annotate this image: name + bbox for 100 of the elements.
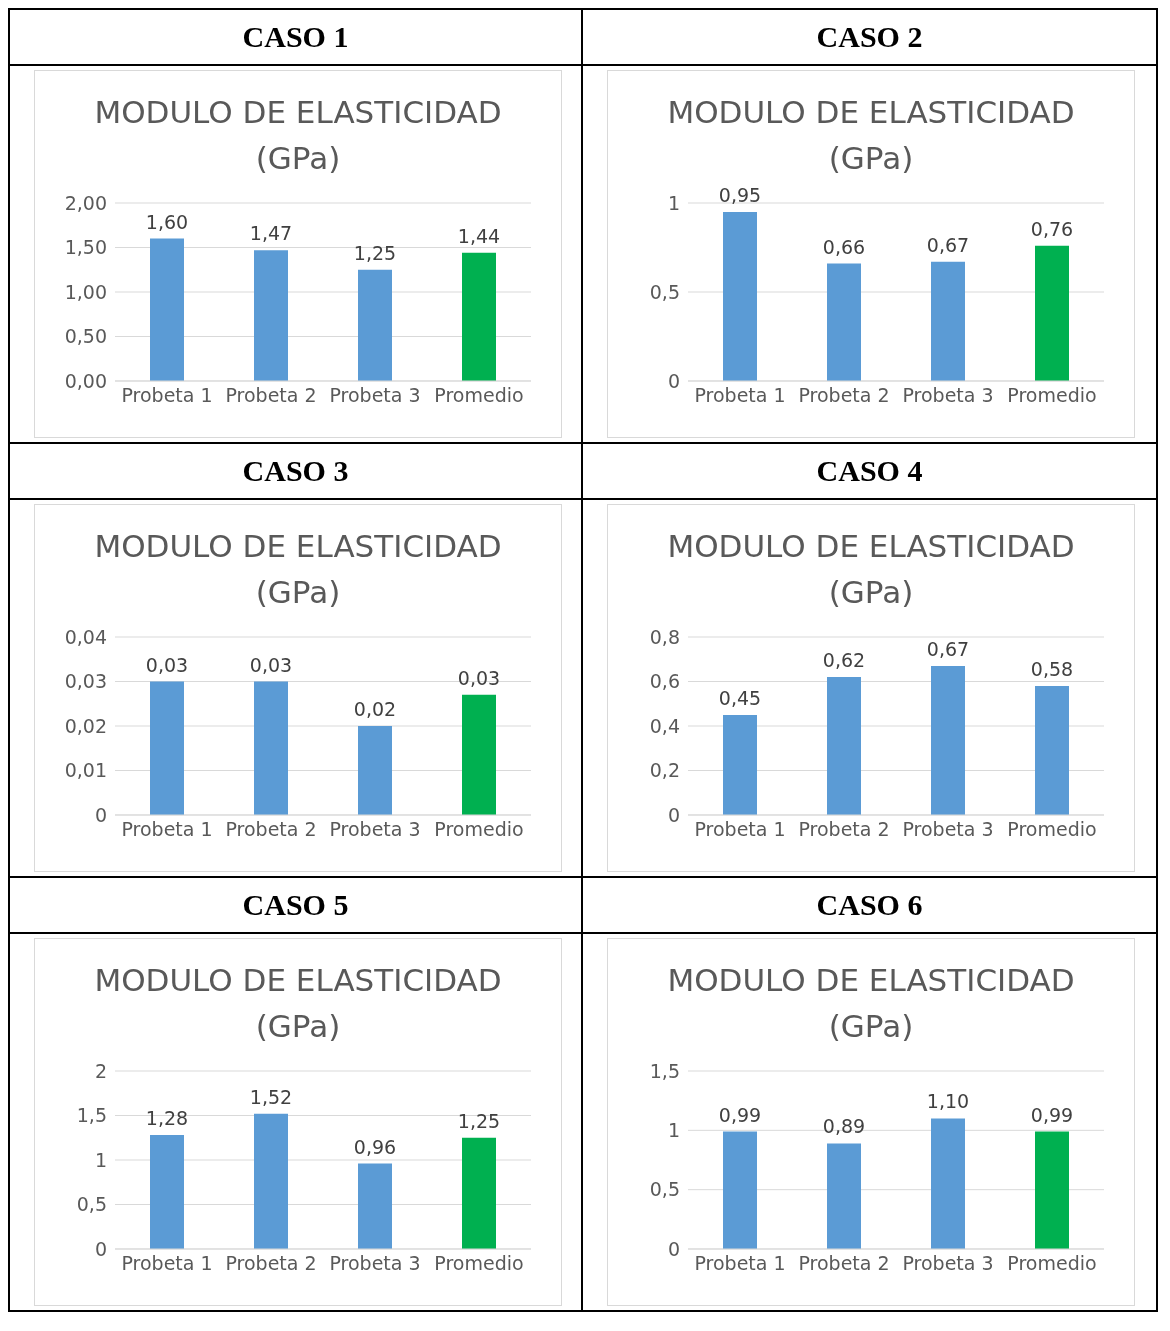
data-label: 0,67 (926, 637, 970, 660)
y-tick-label: 0 (667, 803, 680, 826)
x-tick-label: Probeta 3 (329, 818, 421, 841)
x-tick-label: Probeta 2 (798, 1252, 890, 1275)
bar (462, 1137, 496, 1249)
y-tick-label: 2 (94, 1059, 107, 1082)
y-tick-label: 0,01 (64, 759, 107, 782)
data-label: 0,95 (718, 183, 762, 206)
x-tick-label: Probeta 1 (121, 818, 213, 841)
data-label: 0,62 (822, 649, 866, 672)
chart-title: CASO 5 (10, 878, 581, 934)
data-label: 0,96 (353, 1135, 397, 1158)
bar (358, 269, 392, 381)
bar (1035, 245, 1069, 381)
data-label: 0,03 (457, 666, 501, 689)
chart-subtitle: MODULO DE ELASTICIDAD (GPa) (666, 961, 1076, 1046)
x-tick-label: Probeta 1 (694, 1252, 786, 1275)
data-label: 0,02 (353, 698, 397, 720)
bar (150, 1135, 184, 1249)
y-tick-label: 0,6 (649, 670, 680, 693)
data-label: 0,99 (718, 1103, 762, 1126)
y-tick-label: 1,50 (64, 236, 107, 259)
bar (827, 1143, 861, 1249)
x-tick-label: Promedio (1007, 384, 1097, 407)
bar (150, 681, 184, 815)
x-tick-label: Probeta 2 (798, 818, 890, 841)
y-tick-label: 0,2 (649, 759, 680, 782)
y-tick-label: 1 (667, 1119, 680, 1142)
chart-subtitle: MODULO DE ELASTICIDAD (GPa) (93, 93, 503, 178)
bar (462, 694, 496, 815)
bar (723, 211, 757, 381)
bar (254, 681, 288, 815)
x-tick-label: Probeta 1 (694, 384, 786, 407)
y-tick-label: 0 (667, 1237, 680, 1260)
x-tick-label: Probeta 3 (329, 1252, 421, 1275)
y-tick-label: 0,02 (64, 714, 107, 737)
data-label: 1,60 (145, 210, 189, 233)
x-tick-label: Probeta 3 (902, 384, 994, 407)
x-tick-label: Probeta 1 (121, 384, 213, 407)
bar (723, 1131, 757, 1249)
bar (150, 238, 184, 381)
chart-title: CASO 1 (10, 10, 581, 66)
x-tick-label: Probeta 2 (225, 1252, 317, 1275)
y-tick-label: 0,50 (64, 325, 107, 348)
bar (358, 726, 392, 815)
data-label: 0,76 (1030, 217, 1074, 240)
bar (931, 261, 965, 381)
y-tick-label: 1 (94, 1148, 107, 1171)
data-label: 0,45 (718, 686, 762, 709)
bar (1035, 1131, 1069, 1249)
x-tick-label: Promedio (434, 384, 524, 407)
bar (462, 252, 496, 381)
data-label: 0,03 (249, 653, 293, 676)
data-label: 0,67 (926, 233, 970, 256)
y-tick-label: 0,5 (76, 1193, 107, 1216)
x-tick-label: Promedio (1007, 818, 1097, 841)
y-tick-label: 0,00 (64, 369, 107, 392)
y-tick-label: 0,8 (649, 625, 680, 648)
x-tick-label: Probeta 3 (902, 1252, 994, 1275)
bar (827, 263, 861, 381)
y-tick-label: 2,00 (64, 191, 107, 214)
data-label: 1,52 (249, 1085, 293, 1108)
chart-title: CASO 4 (583, 444, 1156, 500)
x-tick-label: Promedio (1007, 1252, 1097, 1275)
y-tick-label: 1,5 (76, 1104, 107, 1127)
bar (931, 1118, 965, 1249)
bar (254, 1113, 288, 1249)
y-tick-label: 0,5 (649, 280, 680, 303)
y-tick-label: 0 (94, 803, 107, 826)
y-tick-label: 1,00 (64, 280, 107, 303)
chart-title: CASO 2 (583, 10, 1156, 66)
data-label: 0,89 (822, 1115, 866, 1138)
data-label: 0,66 (822, 235, 866, 258)
x-tick-label: Probeta 2 (225, 384, 317, 407)
x-tick-label: Probeta 3 (329, 384, 421, 407)
data-label: 1,44 (457, 224, 501, 247)
bar (827, 677, 861, 815)
data-label: 0,58 (1030, 657, 1074, 680)
x-tick-label: Probeta 3 (902, 818, 994, 841)
chart-title: CASO 3 (10, 444, 581, 500)
data-label: 1,25 (353, 241, 397, 264)
bar (1035, 685, 1069, 815)
y-tick-label: 0 (667, 369, 680, 392)
x-tick-label: Promedio (434, 818, 524, 841)
y-tick-label: 0,4 (649, 714, 680, 737)
bar (931, 665, 965, 815)
bar (254, 250, 288, 381)
y-tick-label: 1,5 (649, 1059, 680, 1082)
bar (723, 714, 757, 815)
chart-subtitle: MODULO DE ELASTICIDAD (GPa) (93, 961, 503, 1046)
y-tick-label: 1 (667, 191, 680, 214)
chart-subtitle: MODULO DE ELASTICIDAD (GPa) (93, 527, 503, 612)
data-label: 1,25 (457, 1109, 501, 1132)
x-tick-label: Promedio (434, 1252, 524, 1275)
y-tick-label: 0 (94, 1237, 107, 1260)
data-label: 1,47 (249, 222, 293, 245)
data-label: 0,99 (1030, 1103, 1074, 1126)
x-tick-label: Probeta 1 (694, 818, 786, 841)
y-tick-label: 0,04 (64, 625, 107, 648)
chart-subtitle: MODULO DE ELASTICIDAD (GPa) (666, 93, 1076, 178)
